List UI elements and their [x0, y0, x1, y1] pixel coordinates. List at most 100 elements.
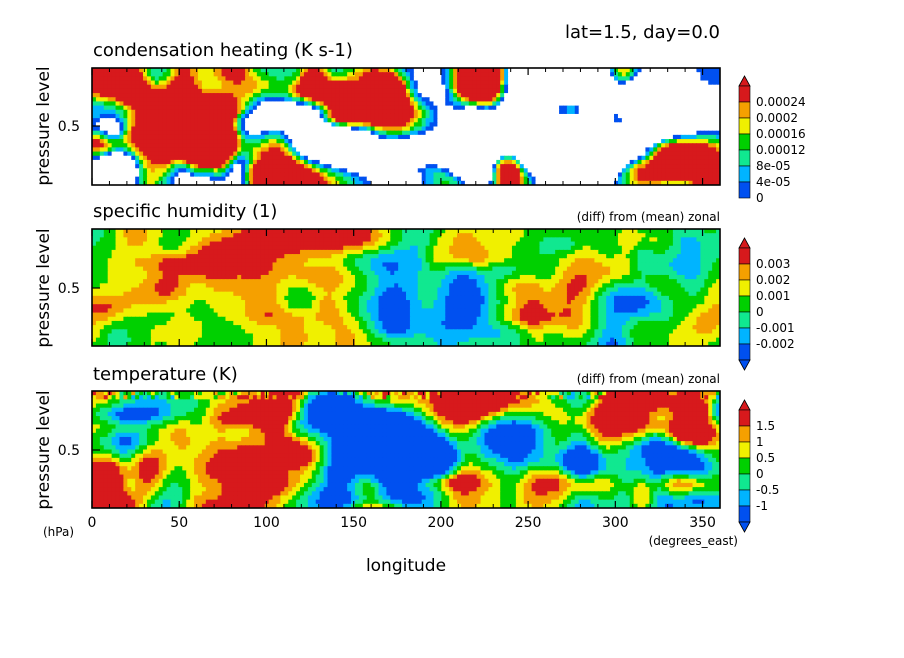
heatmap-cell: [351, 156, 356, 161]
heatmap-cell: [457, 76, 462, 81]
heatmap-cell: [555, 131, 560, 136]
heatmap-cell: [190, 114, 195, 119]
heatmap-cell: [276, 114, 281, 119]
heatmap-cell: [320, 147, 325, 152]
heatmap-cell: [622, 93, 627, 98]
heatmap-cell: [508, 110, 513, 115]
heatmap-cell: [292, 72, 297, 77]
heatmap-cell: [669, 127, 674, 132]
heatmap-cell: [477, 168, 482, 173]
heatmap-cell: [453, 172, 458, 177]
heatmap-cell: [112, 85, 117, 90]
heatmap-cell: [194, 160, 199, 165]
heatmap-cell: [241, 160, 246, 165]
heatmap-cell: [594, 85, 599, 90]
heatmap-cell: [108, 237, 113, 242]
heatmap-cell: [508, 164, 513, 169]
heatmap-cell: [583, 97, 588, 102]
heatmap-cell: [206, 156, 211, 161]
heatmap-cell: [536, 93, 541, 98]
heatmap-cell: [229, 110, 234, 115]
heatmap-cell: [685, 89, 690, 94]
heatmap-cell: [677, 76, 682, 81]
heatmap-cell: [127, 97, 132, 102]
heatmap-cell: [320, 139, 325, 144]
heatmap-cell: [210, 177, 215, 182]
heatmap-cell: [155, 168, 160, 173]
heatmap-cell: [308, 76, 313, 81]
heatmap-cell: [481, 106, 486, 111]
heatmap-cell: [147, 143, 152, 148]
heatmap-cell: [485, 139, 490, 144]
heatmap-cell: [186, 152, 191, 157]
heatmap-cell: [371, 135, 376, 140]
heatmap-cell: [689, 89, 694, 94]
heatmap-cell: [504, 89, 509, 94]
heatmap-cell: [567, 85, 572, 90]
heatmap-cell: [669, 177, 674, 182]
heatmap-cell: [143, 114, 148, 119]
heatmap-cell: [461, 101, 466, 106]
heatmap-cell: [367, 172, 372, 177]
heatmap-cell: [551, 156, 556, 161]
heatmap-cell: [249, 172, 254, 177]
heatmap-cell: [657, 101, 662, 106]
heatmap-cell: [669, 97, 674, 102]
heatmap-cell: [225, 101, 230, 106]
heatmap-cell: [618, 139, 623, 144]
heatmap-cell: [347, 160, 352, 165]
heatmap-cell: [375, 143, 380, 148]
heatmap-cell: [331, 135, 336, 140]
heatmap-cell: [123, 106, 128, 111]
heatmap-cell: [626, 177, 631, 182]
heatmap-cell: [571, 89, 576, 94]
heatmap-cell: [190, 168, 195, 173]
heatmap-cell: [414, 97, 419, 102]
heatmap-cell: [131, 152, 136, 157]
heatmap-cell: [155, 106, 160, 111]
heatmap-cell: [669, 101, 674, 106]
heatmap-cell: [104, 76, 109, 81]
heatmap-cell: [673, 160, 678, 165]
heatmap-cell: [430, 97, 435, 102]
heatmap-cell: [347, 110, 352, 115]
heatmap-cell: [198, 164, 203, 169]
heatmap-cell: [398, 76, 403, 81]
heatmap-cell: [618, 101, 623, 106]
heatmap-cell: [174, 135, 179, 140]
heatmap-cell: [547, 160, 552, 165]
heatmap-cell: [477, 233, 482, 238]
heatmap-cell: [284, 122, 289, 127]
heatmap-cell: [555, 110, 560, 115]
heatmap-cell: [214, 135, 219, 140]
heatmap-cell: [210, 164, 215, 169]
heatmap-cell: [123, 81, 128, 86]
heatmap-cell: [422, 114, 427, 119]
heatmap-cell: [300, 237, 305, 242]
heatmap-cell: [638, 127, 643, 132]
heatmap-cell: [712, 156, 717, 161]
heatmap-cell: [457, 177, 462, 182]
heatmap-cell: [406, 89, 411, 94]
heatmap-cell: [280, 131, 285, 136]
heatmap-cell: [575, 168, 580, 173]
heatmap-cell: [539, 72, 544, 77]
heatmap-cell: [324, 168, 329, 173]
heatmap-cell: [222, 237, 227, 242]
heatmap-cell: [512, 147, 517, 152]
heatmap-cell: [610, 156, 615, 161]
heatmap-cell: [708, 106, 713, 111]
heatmap-cell: [131, 147, 136, 152]
heatmap-cell: [398, 160, 403, 165]
heatmap-cell: [547, 233, 552, 238]
heatmap-cell: [414, 81, 419, 86]
heatmap-cell: [453, 101, 458, 106]
heatmap-cell: [414, 237, 419, 242]
heatmap-cell: [575, 147, 580, 152]
heatmap-cell: [657, 233, 662, 238]
heatmap-cell: [359, 110, 364, 115]
heatmap-cell: [598, 131, 603, 136]
heatmap-cell: [284, 81, 289, 86]
heatmap-cell: [379, 97, 384, 102]
heatmap-cell: [653, 172, 658, 177]
